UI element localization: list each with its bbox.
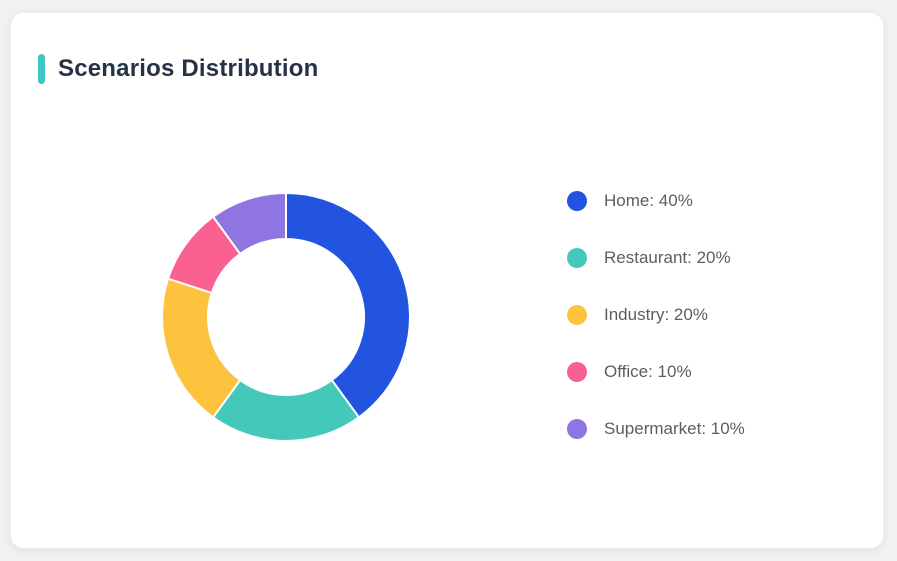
legend-label: Restaurant: 20%	[604, 248, 731, 267]
legend-marker-icon	[567, 305, 587, 325]
legend-label: Industry: 20%	[604, 305, 708, 324]
donut-segment-restaurant[interactable]	[212, 379, 360, 442]
chart-legend: Home: 40% Restaurant: 20% Industry: 20% Off…	[567, 191, 745, 439]
legend-marker-icon	[567, 191, 587, 211]
legend-item-home[interactable]: Home: 40%	[567, 191, 745, 211]
legend-item-industry[interactable]: Industry: 20%	[567, 305, 745, 325]
legend-label: Supermarket: 10%	[604, 419, 745, 438]
legend-label: Office: 10%	[604, 362, 692, 381]
card-header: Scenarios Distribution	[38, 53, 318, 85]
legend-item-restaurant[interactable]: Restaurant: 20%	[567, 248, 745, 268]
legend-marker-icon	[567, 362, 587, 382]
donut-segment-industry[interactable]	[161, 277, 242, 419]
donut-chart	[161, 192, 411, 442]
legend-item-supermarket[interactable]: Supermarket: 10%	[567, 419, 745, 439]
legend-item-office[interactable]: Office: 10%	[567, 362, 745, 382]
title-accent-bar	[38, 54, 45, 84]
page-title: Scenarios Distribution	[58, 55, 319, 82]
donut-chart-area	[156, 187, 416, 447]
legend-label: Home: 40%	[604, 191, 693, 210]
legend-marker-icon	[567, 419, 587, 439]
donut-segment-supermarket[interactable]	[212, 192, 287, 255]
scenarios-distribution-card: Scenarios Distribution Home: 40% Restaura…	[10, 12, 884, 549]
legend-marker-icon	[567, 248, 587, 268]
donut-segment-home[interactable]	[285, 192, 411, 419]
